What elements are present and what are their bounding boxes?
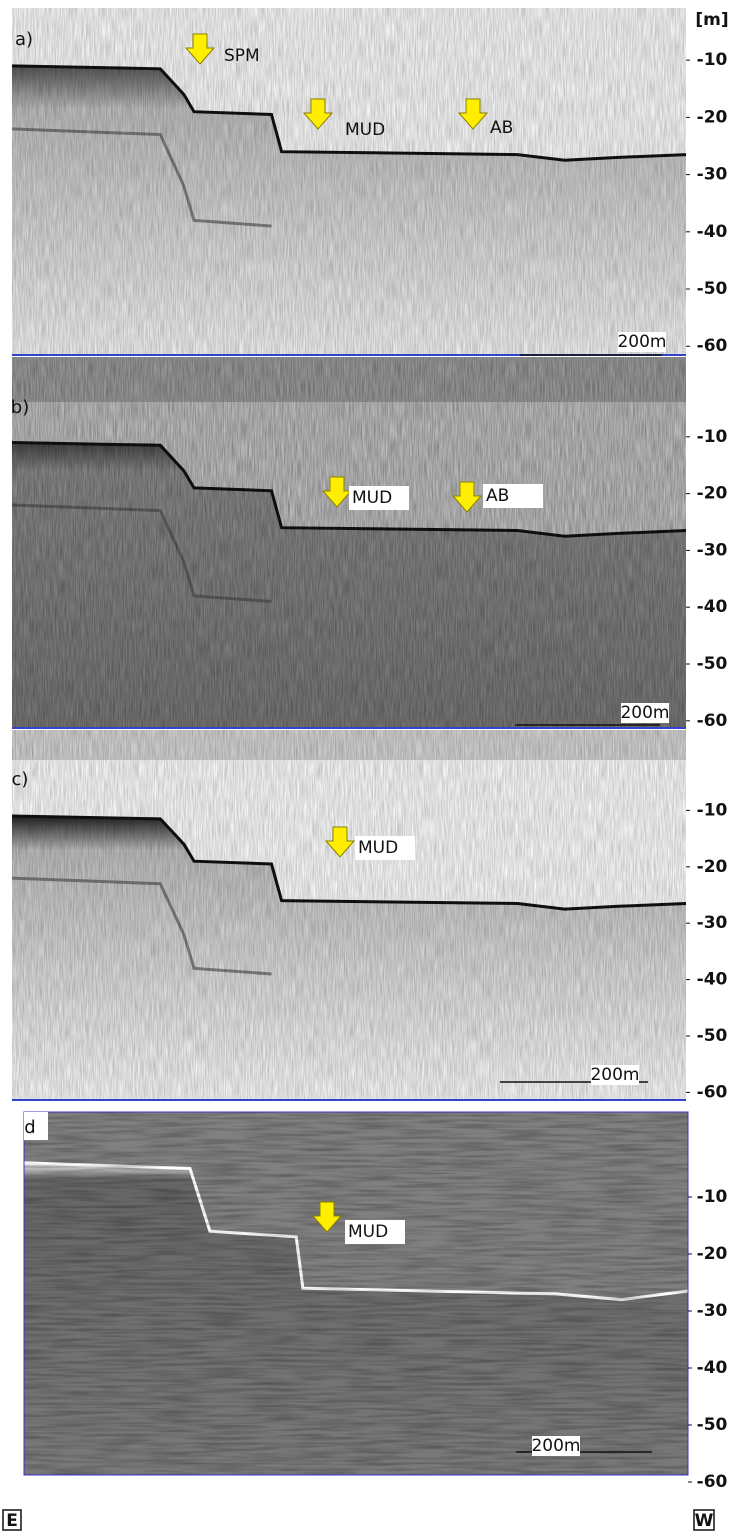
arrow [457,98,489,130]
texture [24,1112,688,1475]
arrow [311,1201,343,1233]
annotation: MUD [352,488,392,508]
depth-tick-label: -10 [697,50,728,70]
arrow [324,826,356,858]
unit-label: [m] [695,10,728,30]
scale-label: 200m [617,332,666,352]
depth-tick-label: -30 [697,913,728,933]
annotation-bg [483,484,543,508]
depth-tick-label: -50 [697,1415,728,1435]
depth-tick-label: -60 [697,336,728,356]
scale-bg [532,1436,580,1456]
direction-label: W [695,1511,714,1531]
depth-tick-label: -50 [697,279,728,299]
scale-bg [618,332,666,352]
scale-label: 200m [620,703,669,723]
depth-tick-label: -40 [697,597,728,617]
arrow [302,98,334,130]
panel: a) SPM MUD AB 200m -10 -20 -30 -40 -50 -60 [11,8,728,356]
direction-box [2,1509,22,1531]
scale-bg [621,703,669,723]
depth-tick-label: -40 [697,222,728,242]
panel-label: d [24,1117,35,1138]
depth-tick-label: -50 [697,1026,728,1046]
panel-frame [23,1111,689,1476]
texture [12,730,686,1100]
arrow [184,33,216,65]
panel-label: c) [12,769,29,790]
depth-tick-label: -30 [697,1301,728,1321]
annotation: MUD [358,838,398,858]
depth-tick-label: -10 [697,1187,728,1207]
annotation-bg [349,486,409,510]
panel: b) MUD AB 200m -10 -20 -30 -40 -50 -60 [11,357,728,731]
depth-tick-label: -20 [697,484,728,504]
texture [12,8,686,355]
texture [12,357,686,728]
scale-label: 200m [531,1436,580,1456]
panel: d MUD 200m -10 -20 -30 -40 -50 -60 [23,1111,728,1492]
depth-tick-label: -10 [697,427,728,447]
annotation: MUD [345,120,385,140]
depth-tick-label: -50 [697,654,728,674]
annotation: AB [490,118,513,138]
arrow [451,481,483,513]
depth-tick-label: -30 [697,540,728,560]
scale-bg [591,1065,639,1085]
depth-tick-label: -20 [697,857,728,877]
depth-tick-label: -60 [697,1472,728,1492]
annotation: MUD [348,1222,388,1242]
depth-tick-label: -10 [697,800,728,820]
depth-tick-label: -20 [697,1244,728,1264]
depth-tick-label: -60 [697,711,728,731]
panel-label: b) [11,397,29,418]
annotation-bg [355,836,415,860]
annotation-bg [345,1220,405,1244]
panels: a) SPM MUD AB 200m -10 -20 -30 -40 -50 -60 b) MUD AB 2… [11,8,728,1492]
depth-tick-label: -40 [697,1358,728,1378]
scale-label: 200m [590,1065,639,1085]
direction-box [693,1509,715,1531]
label-bg [24,1112,48,1140]
annotation: AB [486,486,509,506]
annotation: SPM [224,46,260,66]
depth-tick-label: -60 [697,1082,728,1102]
depth-tick-label: -40 [697,970,728,990]
arrow [321,476,353,508]
panel-label: a) [15,29,33,50]
depth-tick-label: -20 [697,107,728,127]
depth-tick-label: -30 [697,165,728,185]
direction-label: E [6,1511,18,1531]
panel: c) MUD 200m -10 -20 -30 -40 -50 -60 [12,730,728,1102]
